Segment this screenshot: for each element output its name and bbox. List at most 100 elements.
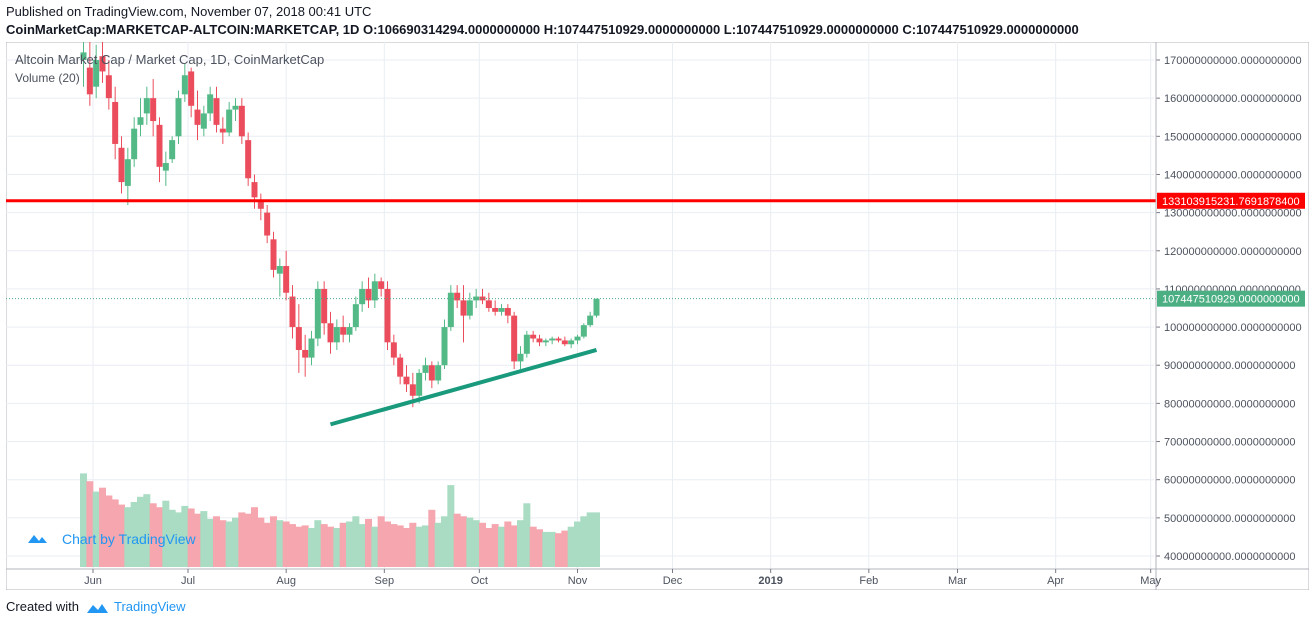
candle-body <box>251 182 258 198</box>
volume-bar <box>118 504 125 567</box>
candle-body <box>219 128 226 133</box>
candle <box>454 285 461 308</box>
volume-bar <box>276 520 284 567</box>
volume-bar <box>352 516 360 567</box>
volume-bar <box>111 499 119 567</box>
volume-title: Volume (20) <box>15 71 80 85</box>
volume-bar <box>124 507 132 567</box>
candle-body <box>542 340 549 343</box>
candle-body <box>340 327 347 335</box>
volume-bar <box>251 507 258 567</box>
volume-bar <box>371 526 379 567</box>
candle <box>321 281 328 335</box>
time-tick-label: Nov <box>568 575 588 587</box>
candle-body <box>523 334 530 354</box>
candle <box>593 298 600 318</box>
candle-body <box>384 288 391 343</box>
tradingview-cloud-icon <box>86 603 108 613</box>
tradingview-watermark[interactable]: Chart by TradingView <box>21 523 196 555</box>
candle-body <box>568 340 575 345</box>
candle <box>226 101 233 137</box>
volume-bar <box>567 526 575 567</box>
candle-body <box>295 327 302 350</box>
candle-body <box>270 239 277 270</box>
tradingview-link[interactable]: TradingView <box>85 599 186 614</box>
time-tick-label: May <box>1140 575 1161 587</box>
volume-bar <box>339 522 347 567</box>
chart-area[interactable]: 170000000000.0000000000 160000000000.0000… <box>5 37 1310 591</box>
volume-bar <box>143 494 151 567</box>
candle-body <box>226 109 233 133</box>
price-tick-label: 100000000000.0000000000 <box>1164 322 1302 334</box>
candle <box>137 98 144 137</box>
volume-bar <box>365 518 372 567</box>
volume-bar <box>263 522 271 567</box>
volume-bar <box>295 526 303 567</box>
candle <box>327 311 334 354</box>
ohlc-values: O:106690314294.0000000000 H:107447510929… <box>363 22 1079 37</box>
candle-body <box>112 101 119 144</box>
candle <box>270 231 277 278</box>
volume-bar <box>333 528 341 567</box>
candle <box>169 136 176 164</box>
volume-bar <box>225 521 233 567</box>
candle-body <box>162 163 169 171</box>
resistance-price-label: 133103915231.7691878400 <box>1157 192 1305 209</box>
volume-bar <box>314 520 322 567</box>
candle <box>238 98 245 144</box>
candle-body <box>194 109 201 125</box>
volume-bar <box>270 516 277 567</box>
candle-body <box>314 288 321 339</box>
candle-body <box>428 365 435 381</box>
candle-body <box>169 140 176 160</box>
last-price-label: 107447510929.0000000000 <box>1157 290 1305 307</box>
volume-bar <box>466 517 474 567</box>
candle <box>542 338 549 347</box>
candle <box>194 90 201 141</box>
candle <box>124 147 131 205</box>
candle-body <box>289 296 296 328</box>
volume-bar <box>105 495 113 567</box>
candle <box>245 132 252 186</box>
candle <box>352 296 359 331</box>
volume-bar <box>593 512 600 567</box>
volume-bar <box>327 526 334 567</box>
candle-body <box>511 315 518 362</box>
time-tick-label: Dec <box>663 575 683 587</box>
candle <box>587 311 594 328</box>
candle-body <box>504 308 511 316</box>
volume-bar <box>453 513 461 567</box>
candle <box>308 330 315 366</box>
ohlc-l: L:107447510929.0000000000 <box>720 22 899 37</box>
candle-body <box>359 288 366 305</box>
volume-bar <box>377 516 385 567</box>
candle <box>397 353 404 385</box>
candle <box>162 151 169 186</box>
volume-bar <box>320 524 328 567</box>
volume-bar <box>206 518 214 567</box>
volume-bar <box>289 524 296 567</box>
volume-bar <box>409 522 417 567</box>
volume-bar <box>257 517 265 567</box>
volume-bar <box>415 526 423 567</box>
drawings <box>6 199 1156 427</box>
candle <box>390 334 397 366</box>
chart-svg[interactable]: 170000000000.0000000000 160000000000.0000… <box>5 37 1310 591</box>
candle <box>517 346 524 370</box>
candle-body <box>93 60 100 87</box>
candle-body <box>105 75 112 99</box>
candle <box>555 336 562 343</box>
candle-body <box>352 304 359 328</box>
candle-body <box>422 365 429 373</box>
time-tick-label: Oct <box>471 575 488 587</box>
candle <box>181 63 188 102</box>
candle <box>207 86 214 122</box>
candle <box>346 323 353 343</box>
candle-body <box>378 281 385 289</box>
volume-bar <box>162 500 170 567</box>
candle-body <box>365 288 372 301</box>
volume-bar <box>479 522 486 567</box>
candle-body <box>390 342 397 358</box>
candle-body <box>124 159 131 186</box>
candle <box>479 288 486 305</box>
